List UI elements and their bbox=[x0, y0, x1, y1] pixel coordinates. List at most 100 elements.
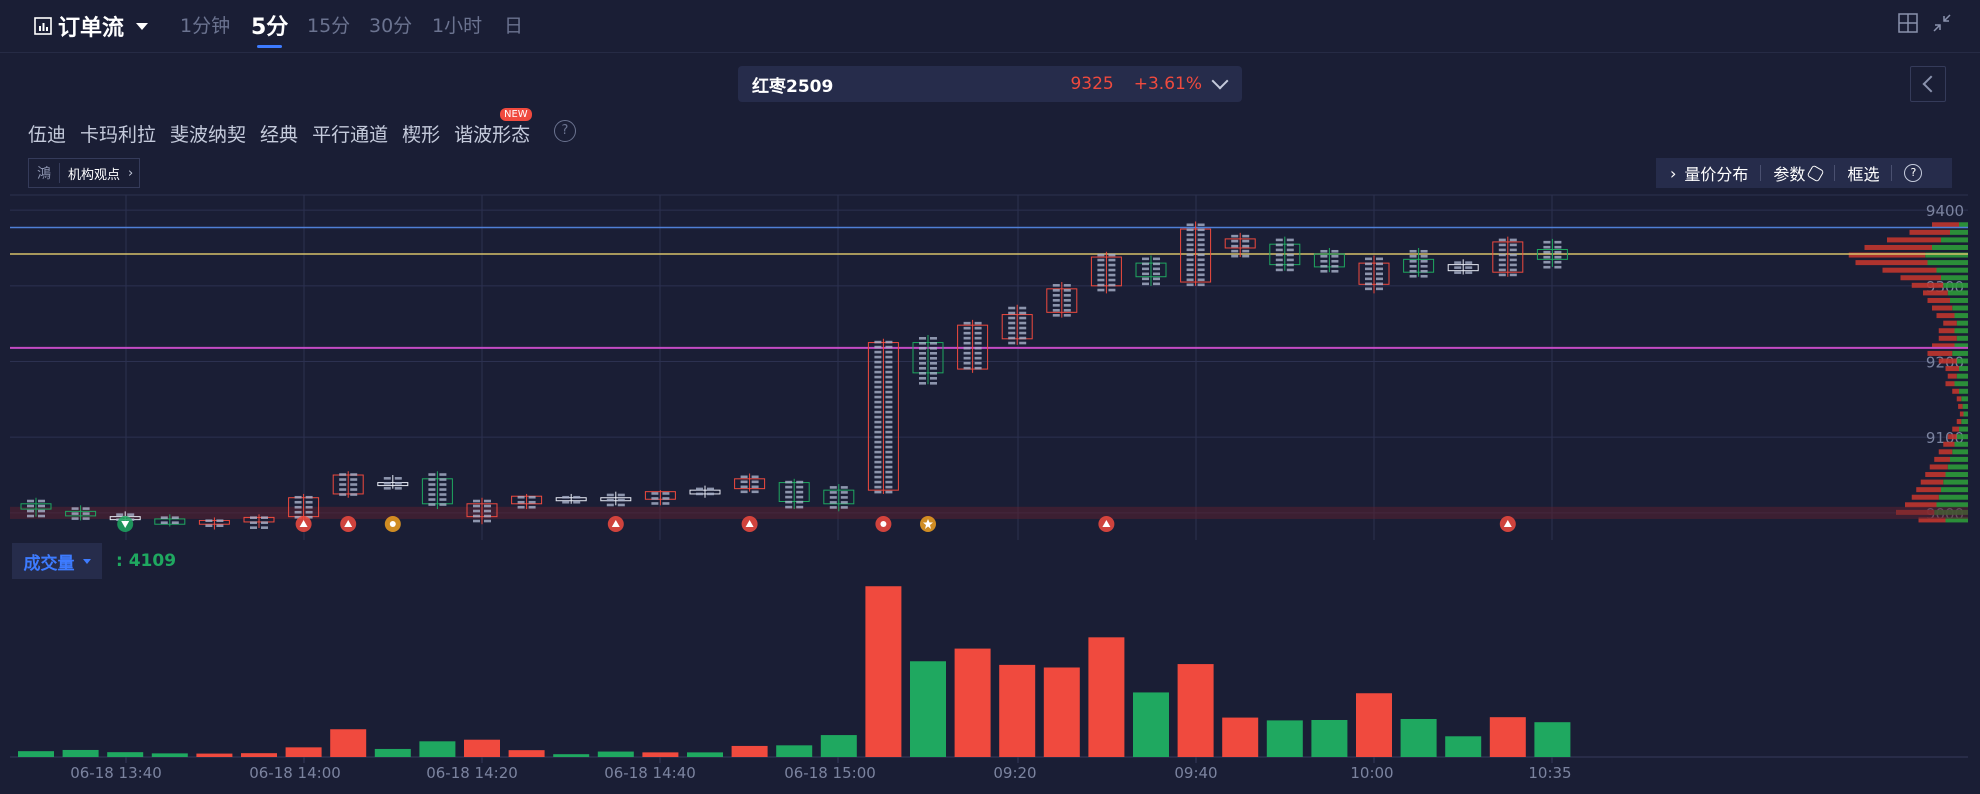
footprint-cell bbox=[606, 498, 614, 502]
footprint-cell bbox=[885, 375, 893, 379]
footprint-cell bbox=[785, 495, 793, 499]
footprint-cell bbox=[1008, 341, 1016, 345]
footprint-cell bbox=[1153, 277, 1160, 281]
candle-body bbox=[734, 478, 766, 490]
drawing-tools: 伍迪 卡玛利拉 斐波纳契 经典 平行通道 楔形 谐波形态 bbox=[28, 120, 530, 147]
candle-body bbox=[689, 489, 721, 495]
footprint-cell bbox=[1376, 287, 1383, 291]
tool-classic[interactable]: 经典 bbox=[260, 124, 299, 146]
volume-profile-sell bbox=[1959, 411, 1964, 417]
volume-bar bbox=[1222, 717, 1259, 757]
footprint-cell bbox=[261, 516, 268, 519]
footprint-cell bbox=[1186, 263, 1194, 267]
box-select-button[interactable]: 框选 bbox=[1847, 165, 1880, 184]
footprint-cell bbox=[1008, 331, 1016, 335]
price-distribution-button[interactable]: 量价分布 bbox=[1684, 165, 1749, 184]
tool-fibonacci[interactable]: 斐波纳契 bbox=[170, 124, 247, 146]
value-area-band bbox=[10, 506, 1968, 519]
footprint-cell bbox=[885, 485, 893, 489]
footprint-cell bbox=[1019, 306, 1027, 310]
symbol-selector[interactable]: 红枣2509 9325 +3.61% bbox=[738, 66, 1242, 102]
footprint-cell bbox=[160, 521, 168, 524]
footprint-cell bbox=[1142, 277, 1149, 281]
footprint-cell bbox=[974, 341, 982, 345]
back-button[interactable] bbox=[1910, 66, 1946, 102]
candle-body bbox=[154, 518, 186, 525]
footprint-cell bbox=[1197, 248, 1205, 252]
volume-indicator-dropdown[interactable]: 成交量 bbox=[12, 543, 102, 579]
volume-profile-sell bbox=[1934, 456, 1950, 462]
footprint-cell bbox=[1454, 261, 1462, 264]
footprint-cell bbox=[885, 480, 893, 484]
footprint-cell bbox=[1465, 271, 1473, 274]
footprint-cell bbox=[840, 506, 848, 509]
order-flow-dropdown[interactable]: 订单流 bbox=[34, 10, 149, 42]
footprint-cell bbox=[1286, 268, 1294, 272]
footprint-cell bbox=[1231, 244, 1239, 248]
footprint-cell bbox=[963, 321, 971, 325]
volume-bar bbox=[419, 741, 456, 757]
institution-view-button[interactable]: 鴻 机构观点 › bbox=[28, 158, 141, 188]
footprint-cell bbox=[874, 435, 882, 439]
footprint-cell bbox=[394, 482, 402, 485]
footprint-cell bbox=[707, 487, 714, 491]
footprint-cell bbox=[294, 495, 302, 499]
volume-profile-buy bbox=[1956, 335, 1968, 341]
volume-profile-sell bbox=[1932, 222, 1959, 228]
volume-profile-buy bbox=[1941, 237, 1968, 243]
tool-camarilla[interactable]: 卡玛利拉 bbox=[80, 124, 157, 146]
footprint-cell bbox=[885, 400, 893, 404]
volume-profile-sell bbox=[1956, 396, 1962, 402]
help-icon[interactable]: ? bbox=[1904, 164, 1923, 182]
footprint-cell bbox=[1509, 248, 1517, 252]
footprint-cell bbox=[473, 499, 480, 503]
triangle-up-icon bbox=[745, 520, 754, 527]
footprint-cell bbox=[1186, 223, 1194, 227]
footprint-cell bbox=[1153, 272, 1160, 276]
footprint-cell bbox=[874, 440, 882, 444]
tab-1hour[interactable]: 1小时 bbox=[432, 15, 483, 37]
footprint-cell bbox=[796, 485, 804, 489]
footprint-cell bbox=[517, 500, 525, 504]
tab-1min[interactable]: 1分钟 bbox=[180, 15, 231, 37]
price-chart[interactable]: 90009100920093009400 bbox=[0, 190, 1980, 540]
tab-5min[interactable]: 5分 bbox=[251, 9, 288, 48]
volume-profile-buy bbox=[1954, 441, 1968, 447]
footprint-cell bbox=[428, 488, 436, 491]
volume-profile-sell bbox=[1945, 381, 1955, 387]
footprint-cell bbox=[1320, 269, 1328, 273]
tool-parallel-channel[interactable]: 平行通道 bbox=[312, 124, 389, 146]
layout-grid-icon[interactable] bbox=[1898, 13, 1918, 33]
footprint-cell bbox=[394, 487, 402, 490]
footprint-cell bbox=[1420, 269, 1428, 273]
footprint-cell bbox=[1365, 267, 1372, 271]
footprint-cell bbox=[874, 425, 882, 429]
footprint-cell bbox=[785, 480, 793, 484]
footprint-cell bbox=[1186, 278, 1194, 282]
tab-30min[interactable]: 30分 bbox=[369, 15, 413, 37]
footprint-cell bbox=[874, 390, 882, 394]
tab-day[interactable]: 日 bbox=[504, 15, 524, 37]
params-button[interactable]: 参数 bbox=[1773, 165, 1806, 184]
footprint-cell bbox=[439, 498, 447, 501]
volume-bar bbox=[1534, 722, 1571, 757]
footprint-cell bbox=[350, 473, 358, 476]
collapse-icon[interactable] bbox=[1932, 13, 1952, 33]
volume-profile-buy bbox=[1959, 426, 1968, 432]
footprint-cell bbox=[874, 485, 882, 489]
help-icon[interactable]: ? bbox=[554, 120, 576, 142]
chevron-down-icon bbox=[1211, 72, 1229, 90]
volume-profile-buy bbox=[1941, 487, 1968, 493]
tool-wedge[interactable]: 楔形 bbox=[402, 124, 441, 146]
footprint-cell bbox=[885, 355, 893, 359]
tool-woody[interactable]: 伍迪 bbox=[28, 124, 67, 146]
footprint-cell bbox=[1197, 268, 1205, 272]
footprint-cell bbox=[1231, 239, 1239, 243]
footprint-cell bbox=[1186, 253, 1194, 257]
tool-harmonic[interactable]: 谐波形态 bbox=[454, 124, 531, 146]
volume-profile-sell bbox=[1909, 229, 1950, 235]
footprint-cell bbox=[829, 491, 837, 494]
volume-chart[interactable]: 06-18 13:40 06-18 14:00 06-18 14:20 06-18 1… bbox=[0, 540, 1980, 794]
footprint-cell bbox=[1331, 259, 1339, 263]
tab-15min[interactable]: 15分 bbox=[307, 15, 351, 37]
